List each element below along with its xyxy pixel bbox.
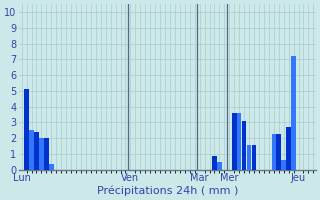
Bar	[34, 132, 39, 170]
Bar	[44, 138, 49, 170]
Bar	[272, 134, 276, 170]
Bar	[29, 130, 34, 170]
X-axis label: Précipitations 24h ( mm ): Précipitations 24h ( mm )	[97, 185, 238, 196]
Bar	[291, 56, 296, 170]
Bar	[281, 160, 286, 170]
Bar	[286, 127, 291, 170]
Bar	[242, 121, 246, 170]
Bar	[232, 113, 236, 170]
Bar	[24, 89, 29, 170]
Bar	[217, 162, 222, 170]
Bar	[252, 145, 256, 170]
Bar	[237, 113, 242, 170]
Bar	[212, 156, 217, 170]
Bar	[276, 134, 281, 170]
Bar	[49, 164, 54, 170]
Bar	[247, 145, 252, 170]
Bar	[39, 138, 44, 170]
